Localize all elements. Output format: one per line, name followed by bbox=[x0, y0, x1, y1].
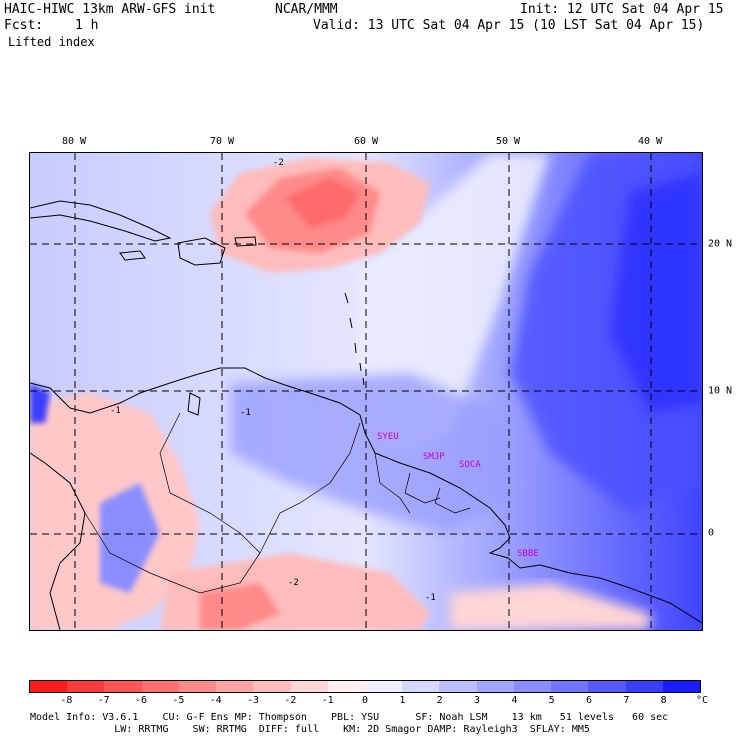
border-suriname bbox=[404, 472, 441, 504]
lon-label-50w: 50 W bbox=[495, 136, 521, 147]
station-soca: SOCA bbox=[459, 460, 481, 470]
unstable-region-brazil bbox=[450, 583, 650, 630]
color-scale-tick: -7 bbox=[97, 695, 110, 706]
graticule bbox=[30, 153, 702, 630]
coast-south-america-north bbox=[30, 367, 511, 539]
color-scale-tick: -6 bbox=[134, 695, 148, 706]
color-swatch bbox=[439, 681, 477, 692]
coast-lesser-antilles bbox=[344, 292, 365, 386]
init-time: Init: 12 UTC Sat 04 Apr 15 bbox=[520, 2, 724, 17]
color-swatch bbox=[476, 681, 514, 692]
contour-label: -2 bbox=[273, 158, 284, 168]
coast-pacific bbox=[30, 452, 86, 630]
color-swatch bbox=[290, 681, 328, 692]
border-french-guiana bbox=[434, 487, 471, 514]
field-name: Lifted index bbox=[8, 35, 95, 49]
coast-brazil bbox=[488, 537, 702, 624]
color-swatch bbox=[588, 681, 626, 692]
model-info-line1: Model Info: V3.6.1 CU: G-F Ens MP: Thomp… bbox=[30, 712, 669, 723]
model-title: HAIC-HIWC 13km ARW-GFS init bbox=[4, 2, 216, 17]
unstable-peak-amazon bbox=[200, 583, 280, 630]
lon-label-60w: 60 W bbox=[353, 136, 379, 147]
stable-pocket-colombia bbox=[100, 483, 160, 593]
color-swatch bbox=[141, 681, 179, 692]
color-scale-tick: -3 bbox=[246, 695, 260, 706]
coast-jamaica bbox=[119, 250, 146, 261]
station-syeu: SYEU bbox=[377, 432, 399, 442]
color-scale-tick: 5 bbox=[548, 695, 555, 706]
color-swatch bbox=[625, 681, 663, 692]
unstable-peak-north bbox=[285, 178, 360, 228]
color-scale-tick: 4 bbox=[511, 695, 518, 706]
map-canvas: -2 -1 -1 -2 -1 bbox=[30, 153, 702, 630]
stable-pocket-west bbox=[30, 383, 50, 423]
valid-time: Valid: 13 UTC Sat 04 Apr 15 (10 LST Sat … bbox=[313, 18, 705, 33]
lifted-index-map: -2 -1 -1 -2 -1 bbox=[29, 152, 703, 631]
color-swatch bbox=[67, 681, 105, 692]
color-swatch bbox=[551, 681, 589, 692]
color-scale-tick: 6 bbox=[585, 695, 593, 706]
color-scale-unit: °C bbox=[696, 695, 709, 706]
lat-label-10n: 10 N bbox=[708, 385, 733, 397]
borders bbox=[84, 412, 471, 594]
model-info-line2: LW: RRTMG SW: RRTMG DIFF: full KM: 2D Sm… bbox=[30, 724, 590, 735]
color-scale-tick: 7 bbox=[623, 695, 630, 706]
coast-cuba bbox=[30, 200, 172, 242]
color-scale-tick: -2 bbox=[284, 695, 297, 706]
lon-label-40w: 40 W bbox=[637, 136, 663, 147]
color-swatch bbox=[216, 681, 254, 692]
lat-label-0: 0 bbox=[708, 527, 715, 539]
border-venezuela bbox=[259, 422, 361, 554]
contour-label: -1 bbox=[425, 593, 436, 603]
contour-label: -1 bbox=[240, 408, 251, 418]
station-sbbe: SBBE bbox=[517, 549, 539, 559]
forecast-label: Fcst: bbox=[4, 18, 44, 33]
color-swatch bbox=[178, 681, 217, 692]
color-scale-tick: -4 bbox=[209, 695, 222, 706]
lat-label-20n: 20 N bbox=[708, 238, 733, 250]
color-swatch bbox=[327, 681, 365, 692]
color-scale-bar bbox=[29, 680, 701, 693]
color-scale-tick: 3 bbox=[473, 695, 481, 706]
station-smjp: SMJP bbox=[423, 452, 445, 462]
contour-label: -1 bbox=[110, 406, 121, 416]
color-scale-tick: 0 bbox=[361, 695, 369, 706]
color-swatch bbox=[104, 681, 142, 692]
coast-puerto-rico bbox=[234, 236, 257, 247]
stable-core-east bbox=[610, 173, 702, 413]
color-scale-tick: 8 bbox=[660, 695, 667, 706]
color-swatch bbox=[402, 681, 440, 692]
color-scale-tick: -5 bbox=[172, 695, 185, 706]
org-label: NCAR/MMM bbox=[275, 2, 338, 17]
lon-label-70w: 70 W bbox=[209, 136, 235, 147]
coastlines bbox=[30, 200, 702, 630]
color-swatch bbox=[30, 681, 68, 692]
color-scale-tick: -8 bbox=[60, 695, 73, 706]
lon-label-80w: 80 W bbox=[61, 136, 87, 147]
border-guyana bbox=[374, 452, 411, 514]
color-swatch bbox=[662, 681, 700, 692]
color-swatch bbox=[364, 681, 403, 692]
color-scale-tick: 2 bbox=[436, 695, 443, 706]
color-scale-tick: -1 bbox=[321, 695, 334, 706]
forecast-value: 1 h bbox=[75, 18, 99, 33]
contour-label: -2 bbox=[288, 578, 299, 588]
color-scale-tick: 1 bbox=[399, 695, 406, 706]
color-swatch bbox=[513, 681, 552, 692]
coast-maracaibo bbox=[187, 392, 201, 416]
coast-hispaniola bbox=[177, 237, 226, 266]
color-swatch bbox=[253, 681, 291, 692]
